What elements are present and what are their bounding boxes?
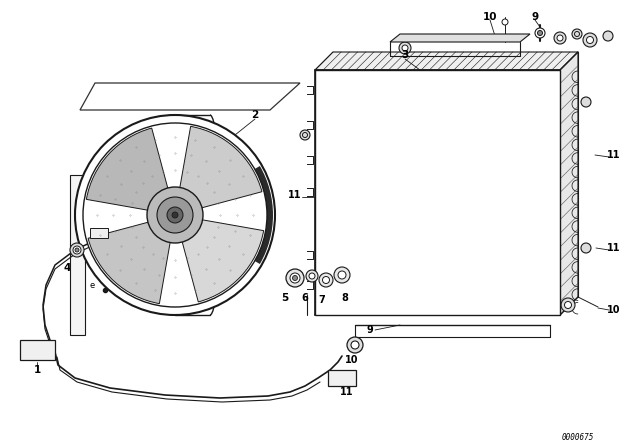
Wedge shape — [179, 126, 262, 210]
Text: 5: 5 — [282, 293, 289, 303]
Circle shape — [75, 115, 275, 315]
Circle shape — [300, 130, 310, 140]
Text: 3: 3 — [401, 50, 408, 60]
Circle shape — [157, 197, 193, 233]
Text: 1: 1 — [33, 365, 40, 375]
Circle shape — [172, 212, 178, 218]
Polygon shape — [315, 70, 560, 315]
Text: e: e — [90, 280, 95, 289]
Circle shape — [572, 29, 582, 39]
Circle shape — [554, 32, 566, 44]
Polygon shape — [70, 175, 85, 335]
Text: 11: 11 — [607, 243, 621, 253]
Circle shape — [557, 35, 563, 41]
Text: 10: 10 — [345, 355, 359, 365]
Circle shape — [345, 373, 355, 383]
Text: 10: 10 — [607, 305, 621, 315]
Circle shape — [351, 341, 359, 349]
Polygon shape — [390, 34, 530, 42]
Circle shape — [586, 36, 593, 43]
Text: 11: 11 — [288, 190, 301, 200]
Circle shape — [306, 270, 318, 282]
Circle shape — [286, 269, 304, 287]
Circle shape — [147, 187, 203, 243]
Circle shape — [399, 42, 411, 54]
Wedge shape — [180, 219, 264, 302]
Text: 2: 2 — [252, 110, 259, 120]
Circle shape — [290, 273, 300, 283]
Circle shape — [603, 31, 613, 41]
Circle shape — [292, 276, 298, 280]
Circle shape — [83, 123, 267, 307]
Wedge shape — [86, 128, 170, 211]
FancyBboxPatch shape — [20, 340, 55, 360]
Circle shape — [581, 243, 591, 253]
Text: 7: 7 — [319, 295, 325, 305]
Polygon shape — [80, 83, 300, 110]
Circle shape — [334, 267, 350, 283]
Text: 0000675: 0000675 — [562, 432, 594, 441]
Circle shape — [583, 33, 597, 47]
Circle shape — [561, 298, 575, 312]
Circle shape — [581, 97, 591, 107]
Polygon shape — [560, 52, 578, 315]
Wedge shape — [175, 166, 273, 264]
Text: 11: 11 — [607, 150, 621, 160]
Circle shape — [73, 246, 81, 254]
Circle shape — [564, 302, 572, 309]
Text: 4: 4 — [63, 263, 70, 273]
Circle shape — [75, 248, 79, 252]
Text: 10: 10 — [483, 12, 497, 22]
Text: 8: 8 — [342, 293, 348, 303]
Circle shape — [535, 28, 545, 38]
Circle shape — [502, 19, 508, 25]
Circle shape — [323, 276, 330, 284]
Text: 6: 6 — [301, 293, 308, 303]
Circle shape — [167, 207, 183, 223]
Text: 9: 9 — [367, 325, 373, 335]
Circle shape — [319, 273, 333, 287]
Polygon shape — [315, 52, 578, 70]
FancyBboxPatch shape — [90, 228, 108, 238]
FancyBboxPatch shape — [328, 370, 356, 386]
Text: 9: 9 — [531, 12, 539, 22]
Circle shape — [338, 271, 346, 279]
Circle shape — [70, 243, 84, 257]
Wedge shape — [88, 220, 172, 304]
Circle shape — [538, 30, 543, 35]
Circle shape — [309, 273, 315, 279]
Text: 11: 11 — [340, 387, 354, 397]
Circle shape — [402, 45, 408, 51]
Circle shape — [347, 337, 363, 353]
